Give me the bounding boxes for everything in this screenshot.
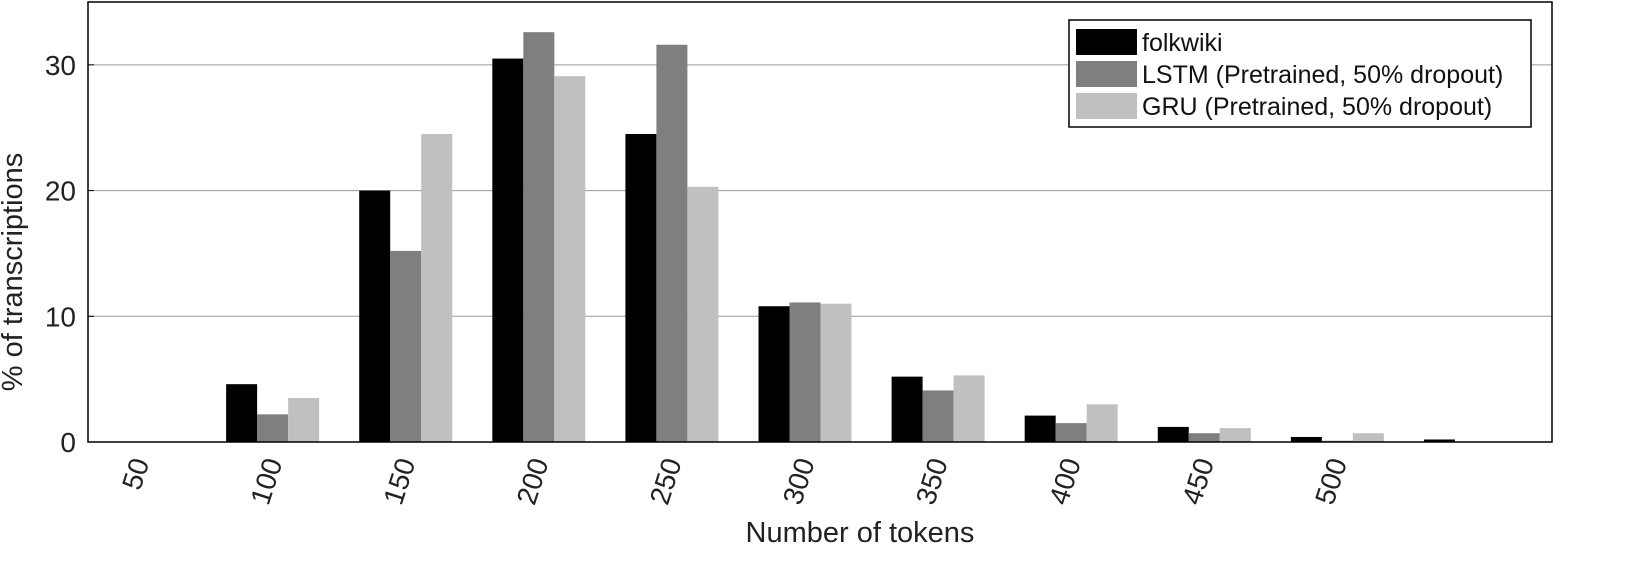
bar-1-10 [1290, 436, 1322, 442]
bar-1-11 [1423, 439, 1455, 442]
x-tick-label: 100 [244, 454, 288, 508]
legend-label-1: folkwiki [1142, 29, 1223, 57]
legend-swatch-1 [1076, 29, 1137, 55]
legend-label-2: LSTM (Pretrained, 50% dropout) [1142, 61, 1503, 89]
legend-label-3: GRU (Pretrained, 50% dropout) [1142, 93, 1492, 121]
bar-3-3 [421, 134, 453, 442]
x-tick-label: 500 [1309, 454, 1353, 508]
bar-1-5 [625, 134, 657, 442]
x-tick-label: 50 [116, 454, 155, 493]
y-tick-label: 20 [45, 176, 76, 207]
legend-swatch-2 [1076, 61, 1137, 87]
bar-2-9 [1188, 433, 1220, 442]
bar-1-9 [1157, 426, 1189, 442]
bar-2-8 [1055, 423, 1087, 442]
bar-1-3 [359, 190, 391, 442]
bar-2-3 [390, 250, 422, 442]
y-tick-label: 30 [45, 50, 76, 81]
bar-1-4 [492, 58, 524, 442]
y-tick-label: 10 [45, 301, 76, 332]
y-axis-label: % of transcriptions [0, 153, 29, 392]
legend-swatch-3 [1076, 93, 1137, 119]
bar-3-7 [953, 375, 985, 442]
legend-box [1068, 19, 1532, 128]
plot-frame [87, 1, 1553, 443]
x-tick-label: 300 [777, 454, 821, 508]
x-tick-label: 400 [1043, 454, 1087, 508]
bar-1-2 [226, 384, 258, 442]
bar-3-6 [820, 303, 852, 442]
bar-2-5 [656, 44, 688, 442]
bar-1-6 [758, 306, 790, 442]
x-tick-label: 250 [644, 454, 688, 508]
x-tick-label: 150 [378, 454, 422, 508]
bar-3-2 [288, 398, 320, 442]
legend: folkwiki LSTM (Pretrained, 50% dropout) GR… [1068, 19, 1532, 128]
bar-3-5 [687, 186, 719, 442]
bar-2-2 [257, 414, 289, 442]
bar-1-7 [891, 376, 923, 442]
y-axis-ticks: 0 10 20 30 [45, 50, 94, 458]
bars [226, 32, 1455, 443]
x-axis-label: Number of tokens [746, 517, 975, 549]
bar-1-8 [1024, 415, 1056, 442]
bar-3-9 [1219, 428, 1251, 442]
bar-2-7 [922, 390, 954, 442]
y-tick-label: 0 [60, 427, 76, 458]
x-tick-label: 450 [1176, 454, 1220, 508]
x-tick-label: 200 [511, 454, 555, 508]
x-tick-label: 350 [910, 454, 954, 508]
bar-3-8 [1086, 404, 1118, 442]
bar-3-10 [1352, 433, 1384, 442]
x-axis-ticks: 50 100 150 200 250 300 350 400 450 500 [116, 454, 1353, 508]
bar-3-4 [554, 76, 586, 443]
bar-2-6 [789, 302, 821, 442]
bar-2-4 [523, 32, 555, 443]
